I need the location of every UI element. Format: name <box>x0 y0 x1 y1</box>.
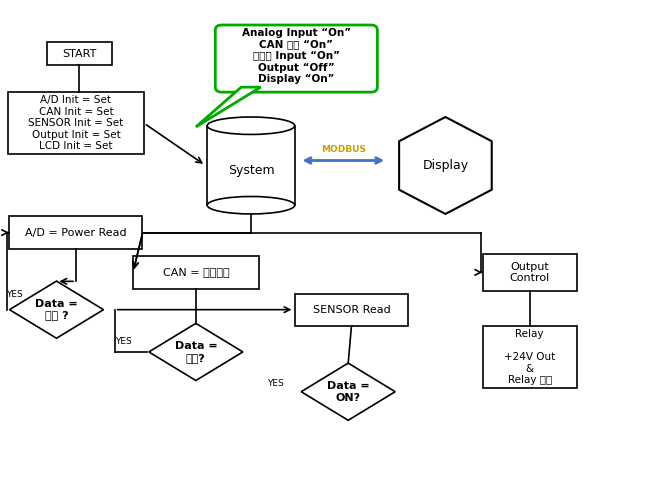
Text: Analog Input “On”
CAN 통신 “On”
감지기 Input “On”
Output “Off”
Display “On”: Analog Input “On” CAN 통신 “On” 감지기 Input … <box>242 28 351 84</box>
Ellipse shape <box>207 196 295 214</box>
FancyBboxPatch shape <box>47 42 111 65</box>
FancyBboxPatch shape <box>8 92 144 154</box>
Text: Data =
중량?: Data = 중량? <box>174 341 217 362</box>
Text: Display: Display <box>422 159 469 172</box>
Text: Data =
ON?: Data = ON? <box>327 381 370 402</box>
Text: Output
Control: Output Control <box>510 262 550 283</box>
Text: YES: YES <box>115 338 132 346</box>
Polygon shape <box>10 281 104 338</box>
Bar <box>207 126 295 205</box>
Polygon shape <box>149 324 243 380</box>
Text: System: System <box>228 164 274 177</box>
Polygon shape <box>301 363 395 420</box>
Text: A/D Init = Set
CAN Init = Set
SENSOR Init = Set
Output Init = Set
LCD Init = Set: A/D Init = Set CAN Init = Set SENSOR Ini… <box>28 95 124 152</box>
Text: Relay

+24V Out
&
Relay 접점: Relay +24V Out & Relay 접점 <box>504 328 555 385</box>
Text: SENSOR Read: SENSOR Read <box>312 304 391 314</box>
Text: YES: YES <box>7 290 23 299</box>
FancyBboxPatch shape <box>482 326 577 388</box>
FancyBboxPatch shape <box>215 25 378 92</box>
FancyBboxPatch shape <box>10 216 143 249</box>
Ellipse shape <box>207 117 295 134</box>
FancyBboxPatch shape <box>295 294 408 326</box>
Text: Data =
전압 ?: Data = 전압 ? <box>35 299 78 320</box>
FancyBboxPatch shape <box>133 256 259 288</box>
Text: START: START <box>62 48 96 58</box>
Text: A/D = Power Read: A/D = Power Read <box>25 228 127 237</box>
Text: MODBUS: MODBUS <box>321 144 366 154</box>
Text: YES: YES <box>267 379 284 388</box>
Polygon shape <box>399 117 492 214</box>
Text: CAN = 중량감시: CAN = 중량감시 <box>163 268 229 278</box>
FancyBboxPatch shape <box>482 254 577 291</box>
Polygon shape <box>196 87 260 127</box>
